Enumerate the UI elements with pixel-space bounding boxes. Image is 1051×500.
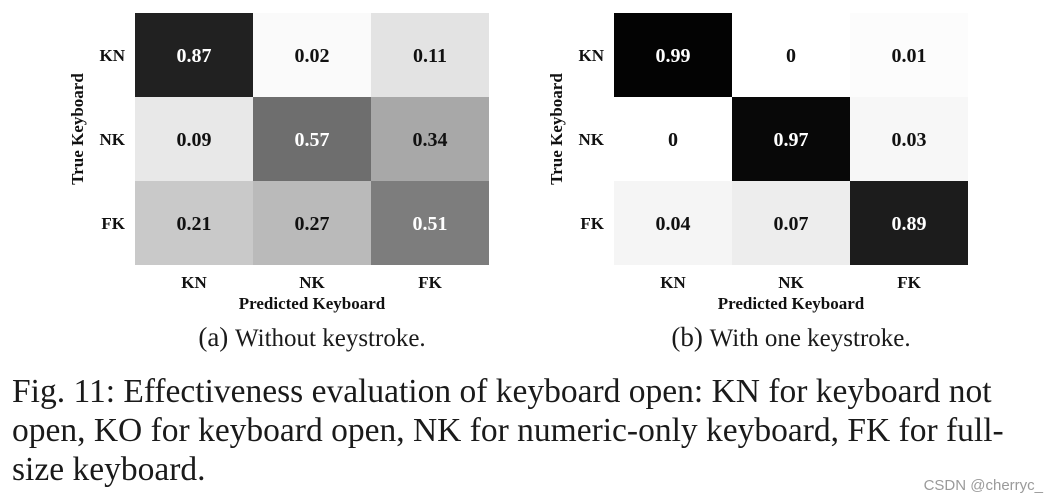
heatmap-cell: [135, 97, 253, 181]
cell-value-label: 0.34: [413, 129, 448, 151]
heatmap-cell: [253, 13, 371, 97]
subcaption-text: With one keystroke.: [710, 325, 911, 352]
x-tick-label: KN: [660, 273, 686, 292]
heatmap-cell: [614, 13, 732, 97]
cell-value-label: 0.02: [295, 45, 330, 67]
cell-value-label: 0.87: [177, 45, 212, 67]
cell-value-label: 0.89: [892, 213, 927, 235]
heatmap-cell: [614, 97, 732, 181]
heatmap-cell: [135, 181, 253, 265]
heatmap-cell: [371, 13, 489, 97]
heatmap-cell: [732, 97, 850, 181]
heatmap-cell: [253, 97, 371, 181]
x-tick-label: FK: [897, 273, 921, 292]
heatmap-cell: [371, 97, 489, 181]
subcaption-label: (b): [671, 322, 709, 352]
y-tick-label: FK: [580, 214, 604, 233]
cell-value-label: 0.03: [892, 129, 927, 151]
x-tick-label: NK: [299, 273, 325, 292]
cell-value-label: 0.97: [774, 129, 809, 151]
cell-value-label: 0.99: [656, 45, 691, 67]
cell-value-label: 0.01: [892, 45, 927, 67]
y-tick-label: KN: [100, 46, 126, 65]
heatmap-b: 0.99 0 0.01 0 0.97 0.03 0.04 0.07 0.89 KN NK FK KN NK…: [547, 13, 968, 352]
cell-value-label: 0.09: [177, 129, 212, 151]
y-axis-label: True Keyboard: [68, 73, 87, 185]
subcaption: (b) With one keystroke.: [671, 322, 910, 352]
cell-value-label: 0: [786, 45, 796, 67]
figure-canvas: 0.87 0.02 0.11 0.09 0.57 0.34 0.21 0.27 0.51 KN NK…: [68, 13, 968, 352]
heatmap-cell: [135, 13, 253, 97]
heatmap-cell: [614, 181, 732, 265]
watermark: CSDN @cherryc_: [923, 477, 1043, 494]
heatmap-cell: [732, 13, 850, 97]
x-tick-label: FK: [418, 273, 442, 292]
subcaption-text: Without keystroke.: [235, 325, 426, 352]
y-tick-label: NK: [579, 130, 605, 149]
heatmap-cell: [850, 13, 968, 97]
y-tick-label: KN: [579, 46, 605, 65]
y-tick-label: FK: [101, 214, 125, 233]
cell-value-label: 0.27: [295, 213, 330, 235]
subcaption-label: (a): [198, 322, 235, 352]
cell-value-label: 0.07: [774, 213, 809, 235]
y-axis-label: True Keyboard: [547, 73, 566, 185]
x-tick-label: KN: [181, 273, 207, 292]
cell-value-label: 0.11: [413, 45, 447, 67]
heatmap-a: 0.87 0.02 0.11 0.09 0.57 0.34 0.21 0.27 0.51 KN NK…: [68, 13, 489, 352]
heatmap-cell: [850, 181, 968, 265]
cell-value-label: 0.51: [413, 213, 448, 235]
figure-caption: Fig. 11: Effectiveness evaluation of key…: [12, 373, 1004, 488]
cell-value-label: 0.21: [177, 213, 212, 235]
cell-value-label: 0: [668, 129, 678, 151]
heatmap-cell: [371, 181, 489, 265]
x-axis-label: Predicted Keyboard: [718, 294, 865, 313]
x-axis-label: Predicted Keyboard: [239, 294, 386, 313]
heatmap-cell: [253, 181, 371, 265]
y-tick-label: NK: [100, 130, 126, 149]
subcaption: (a) Without keystroke.: [198, 322, 425, 352]
cell-value-label: 0.57: [295, 129, 330, 151]
heatmap-cell: [850, 97, 968, 181]
cell-value-label: 0.04: [656, 213, 691, 235]
x-tick-label: NK: [778, 273, 804, 292]
heatmap-cell: [732, 181, 850, 265]
